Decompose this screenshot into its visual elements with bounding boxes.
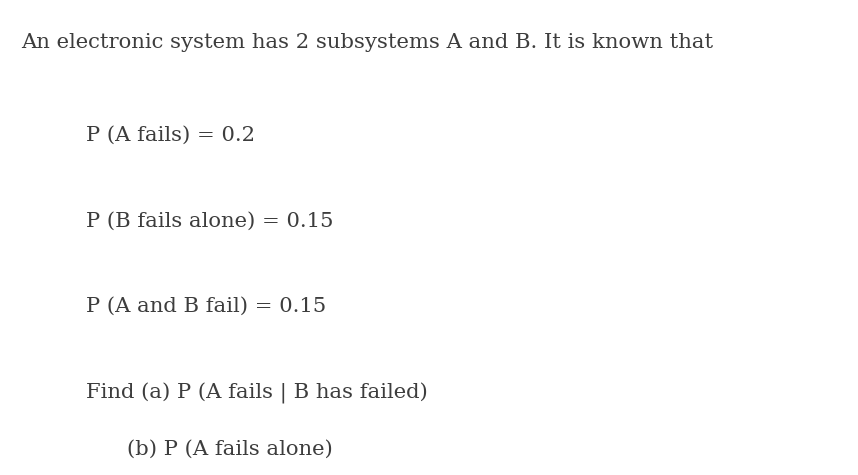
Text: P (B fails alone) = 0.15: P (B fails alone) = 0.15 xyxy=(86,211,333,230)
Text: P (A fails) = 0.2: P (A fails) = 0.2 xyxy=(86,126,255,145)
Text: (b) P (A fails alone): (b) P (A fails alone) xyxy=(127,439,333,458)
Text: Find (a) P (A fails | B has failed): Find (a) P (A fails | B has failed) xyxy=(86,382,427,404)
Text: P (A and B fail) = 0.15: P (A and B fail) = 0.15 xyxy=(86,297,326,316)
Text: An electronic system has 2 subsystems A and B. It is known that: An electronic system has 2 subsystems A … xyxy=(21,33,714,52)
